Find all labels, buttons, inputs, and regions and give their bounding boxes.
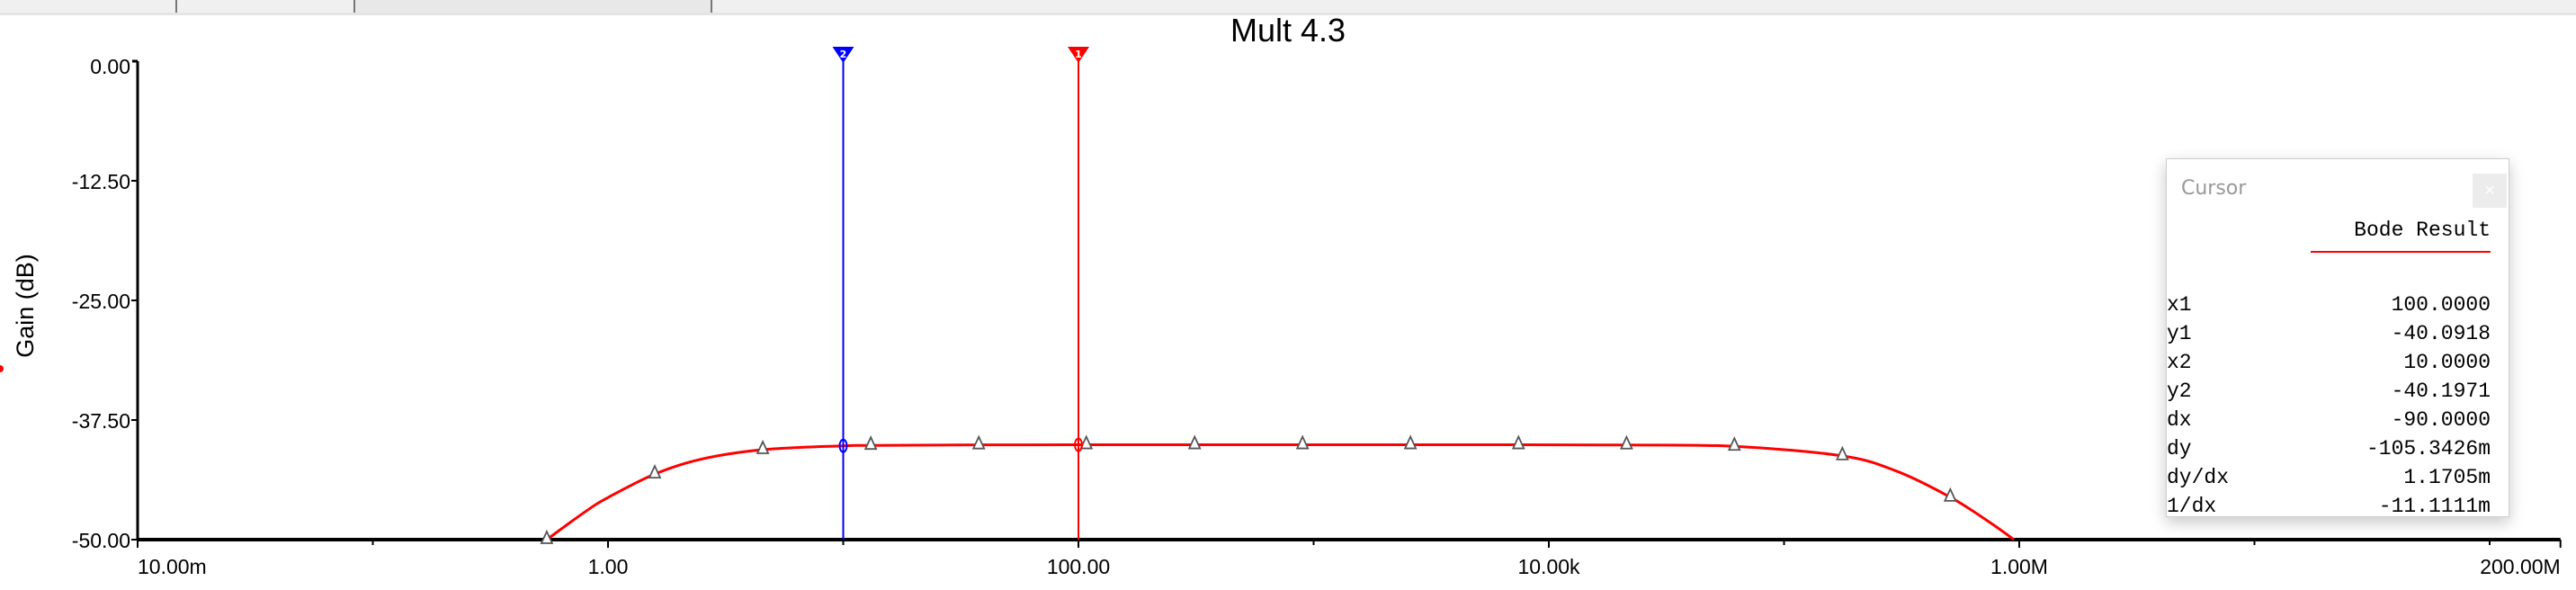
readout-label: 1/dx: [2167, 495, 2217, 518]
readout-value: -90.0000: [2391, 408, 2491, 432]
tab-1[interactable]: [0, 0, 177, 13]
readout-value: 1.1705m: [2403, 466, 2491, 489]
y-tick-label: -37.50: [72, 409, 130, 433]
readout-value: -105.3426m: [2366, 437, 2491, 460]
data-point-marker: [648, 463, 662, 479]
data-point-marker: [1295, 434, 1310, 450]
chart-title: Mult 4.3: [1230, 12, 1346, 49]
readout-value: 10.0000: [2403, 351, 2491, 374]
cursor-panel[interactable]: Cursor × Bode Result x1 100.0000 y1 -40.09…: [2166, 158, 2509, 518]
readout-label: x2: [2167, 351, 2192, 374]
y-tick-label: 0.00: [90, 55, 130, 78]
cursor-2-flag: [832, 47, 854, 63]
tab-4[interactable]: [532, 0, 712, 13]
x-tick-label: 10.00m: [138, 555, 207, 578]
data-point-marker: [1079, 434, 1094, 450]
cursor-2-intersection: [838, 438, 848, 453]
readout-value: -40.1971: [2391, 380, 2491, 403]
readout-label: y2: [2167, 380, 2192, 403]
x-tick-label: 10.00k: [1517, 555, 1580, 578]
series-label: Bode Result: [2311, 219, 2491, 253]
cursor-1-flag: [1068, 47, 1089, 63]
readout-row-dydx: dy/dx 1.1705m: [2167, 463, 2491, 492]
tab-2[interactable]: [177, 0, 355, 13]
tab-strip: [0, 0, 2576, 15]
readout-label: y1: [2167, 322, 2192, 345]
readout-row-x1: x1 100.0000: [2167, 291, 2491, 319]
cursor-1-number: 1: [1075, 49, 1082, 60]
readout-value: 100.0000: [2391, 293, 2491, 317]
cursor-panel-title: Cursor: [2181, 177, 2247, 200]
data-point-marker: [863, 435, 878, 451]
data-point-marker: [1187, 434, 1202, 450]
readout-row-dx: dx -90.0000: [2167, 406, 2491, 434]
readout-row-dy: dy -105.3426m: [2167, 434, 2491, 463]
tab-3[interactable]: [355, 0, 532, 13]
readout-label: dy/dx: [2167, 466, 2230, 489]
readout-value: -40.0918: [2391, 322, 2491, 345]
readout-value: -11.1111m: [2378, 495, 2491, 518]
x-tick-label: 100.00: [1047, 555, 1110, 578]
data-point-marker: [1619, 434, 1633, 450]
data-point-marker: [1943, 487, 1957, 502]
data-point-marker: [540, 529, 554, 544]
data-point-marker: [971, 434, 986, 450]
data-point-marker: [756, 439, 770, 454]
series-line: [546, 443, 2016, 541]
series-indicator-dot: [0, 365, 4, 372]
data-point-marker: [1727, 436, 1741, 451]
readout-row-inv-dx: 1/dx -11.1111m: [2167, 492, 2491, 521]
data-point-marker: [1403, 434, 1418, 450]
x-tick-label: 1.00: [588, 555, 629, 578]
close-button[interactable]: ×: [2473, 174, 2507, 208]
x-tick-label: 1.00M: [1990, 555, 2048, 578]
cursor-2-number: 2: [840, 49, 847, 60]
readout-row-x2: x2 10.0000: [2167, 348, 2491, 377]
cursor-1-intersection: [1074, 437, 1083, 452]
y-tick-label: -25.00: [72, 290, 130, 313]
readout-row-y1: y1 -40.0918: [2167, 319, 2491, 348]
y-tick-label: -50.00: [72, 529, 130, 552]
y-axis-label: Gain (dB): [12, 254, 39, 358]
y-tick-label: -12.50: [72, 170, 130, 193]
data-point-marker: [1835, 445, 1849, 460]
data-point-marker: [1511, 434, 1525, 450]
readout-row-y2: y2 -40.1971: [2167, 377, 2491, 406]
x-tick-label: 200.00M: [2480, 555, 2561, 578]
readout-label: dx: [2167, 408, 2192, 432]
readout-label: x1: [2167, 293, 2192, 317]
readout-label: dy: [2167, 437, 2192, 460]
cursor-readout: x1 100.0000 y1 -40.0918 x2 10.0000 y2 -40.19…: [2167, 291, 2491, 521]
